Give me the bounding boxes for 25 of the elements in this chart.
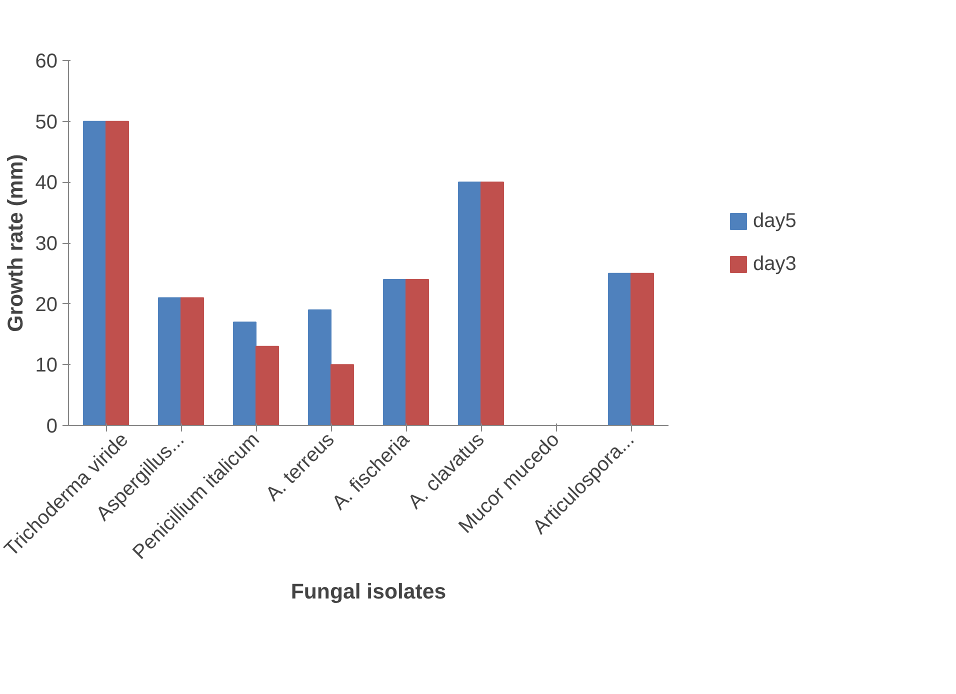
bar	[406, 279, 429, 426]
y-tick-label: 50	[35, 111, 58, 134]
bar	[256, 346, 279, 426]
y-tick-label: 10	[35, 354, 58, 377]
bar	[233, 322, 256, 426]
y-axis-title: Growth rate (mm)	[3, 154, 28, 332]
bar	[630, 272, 654, 426]
legend-label: day3	[753, 252, 796, 276]
bar	[83, 120, 106, 426]
bar	[383, 279, 406, 426]
bar	[608, 272, 632, 426]
legend-label: day5	[753, 210, 796, 232]
bar	[480, 182, 504, 426]
bar	[180, 297, 204, 426]
bar	[106, 120, 129, 426]
x-axis-title: Fungal isolates	[290, 580, 446, 604]
bar	[330, 364, 354, 426]
y-tick-label: 40	[35, 172, 58, 194]
y-tick-label: 20	[35, 294, 58, 316]
bar	[458, 182, 482, 426]
y-tick-label: 60	[35, 50, 58, 72]
y-tick-label: 30	[35, 233, 58, 255]
y-tick-label: 0	[46, 416, 58, 438]
bar	[158, 297, 182, 426]
bar	[308, 309, 332, 426]
